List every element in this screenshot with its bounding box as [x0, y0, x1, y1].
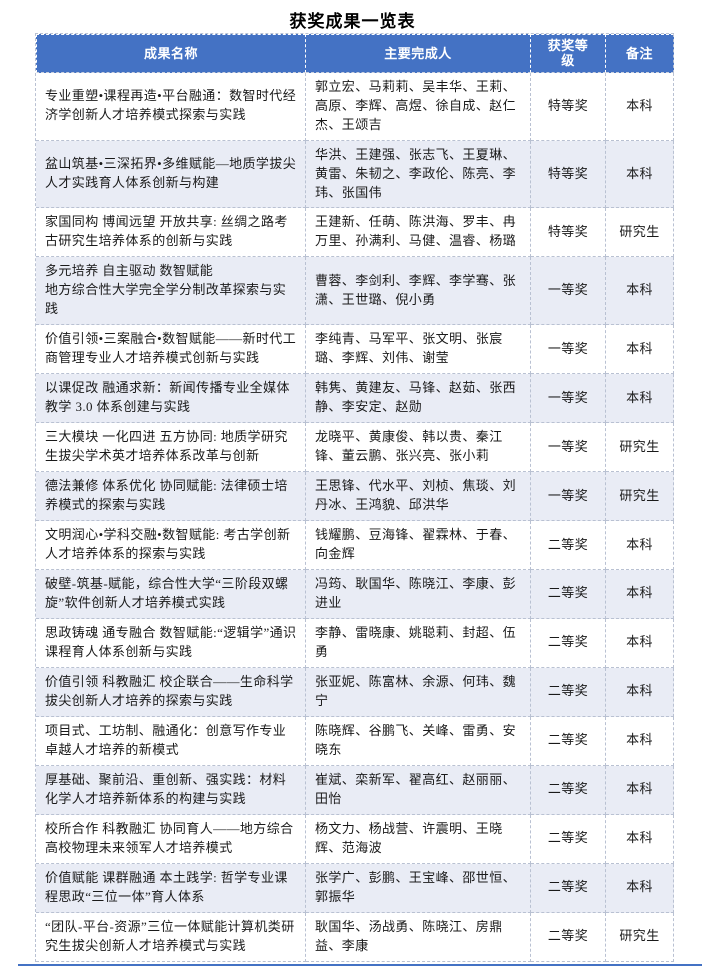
table-row: 校所合作 科教融汇 协同育人——地方综合高校物理未来领军人才培养模式 杨文力、杨战…	[36, 814, 674, 864]
cell-contributors: 韩隽、黄建友、马锋、赵茹、张西静、李安定、赵勋	[306, 374, 531, 424]
cell-note: 本科	[606, 140, 674, 209]
column-header-achievement-label: 成果名称	[143, 45, 198, 61]
cell-note: 本科	[606, 257, 674, 326]
cell-award: 二等奖	[531, 912, 606, 962]
cell-contributors: 陈晓辉、谷鹏飞、关峰、雷勇、安晓东	[306, 716, 531, 766]
column-header-contributors: 主要完成人	[306, 34, 531, 73]
cell-award: 特等奖	[531, 140, 606, 209]
cell-contributors: 李静、雷晓康、姚聪莉、封超、伍勇	[306, 618, 531, 668]
cell-note: 研究生	[606, 423, 674, 473]
column-header-contributors-label: 主要完成人	[384, 45, 452, 61]
cell-name: 以课促改 融通求新：新闻传播专业全媒体教学 3.0 体系创建与实践	[36, 374, 306, 424]
table-row: 以课促改 融通求新：新闻传播专业全媒体教学 3.0 体系创建与实践 韩隽、黄建友、…	[36, 374, 674, 424]
column-header-note-label: 备注	[625, 45, 653, 61]
cell-name: 专业重塑•课程再造•平台融通：数智时代经济学创新人才培养模式探索与实践	[36, 72, 306, 141]
table-row: 厚基础、聚前沿、重创新、强实践：材料化学人才培养新体系的构建与实践 崔斌、栾新军、…	[36, 765, 674, 815]
cell-contributors: 王思锋、代水平、刘桢、焦琰、刘丹冰、王鸿貌、邱洪华	[306, 472, 531, 522]
table-row: 家国同构 博闻远望 开放共享: 丝绸之路考古研究生培养体系的创新与实践 王建新、任…	[36, 208, 674, 258]
cell-note: 本科	[606, 618, 674, 668]
cell-award: 一等奖	[531, 472, 606, 522]
cell-note: 本科	[606, 325, 674, 375]
table-row: 价值引领•三案融合•数智赋能——新时代工商管理专业人才培养模式创新与实践 李纯青、…	[36, 325, 674, 375]
cell-note: 研究生	[606, 208, 674, 258]
cell-award: 二等奖	[531, 667, 606, 717]
cell-award: 一等奖	[531, 423, 606, 473]
cell-name: “团队-平台-资源”三位一体赋能计算机类研究生拔尖创新人才培养模式与实践	[36, 912, 306, 962]
cell-note: 本科	[606, 765, 674, 815]
table-row: 破壁-筑基-赋能，综合性大学“三阶段双螺旋”软件创新人才培养模式实践 冯筠、耿国华…	[36, 570, 674, 619]
cell-name: 价值引领 科教融汇 校企联合——生命科学拔尖创新人才培养的探索与实践	[36, 667, 306, 717]
table-row: 多元培养 自主驱动 数智赋能 地方综合性大学完全学分制改革探索与实践 曹蓉、李剑利…	[36, 257, 674, 326]
cell-contributors: 耿国华、汤战勇、陈晓江、房鼎益、李康	[306, 912, 531, 962]
cell-name: 厚基础、聚前沿、重创新、强实践：材料化学人才培养新体系的构建与实践	[36, 765, 306, 815]
cell-contributors: 龙晓平、黄康俊、韩以贵、秦江锋、董云鹏、张兴亮、张小莉	[306, 423, 531, 473]
cell-note: 本科	[606, 863, 674, 913]
cell-contributors: 李纯青、马军平、张文明、张宸璐、李辉、刘伟、谢莹	[306, 325, 531, 375]
cell-note: 本科	[606, 374, 674, 424]
cell-award: 二等奖	[531, 716, 606, 766]
table-row: 思政铸魂 通专融合 数智赋能:“逻辑学”通识课程育人体系创新与实践 李静、雷晓康、…	[36, 618, 674, 668]
cell-contributors: 郭立宏、马莉莉、吴丰华、王莉、高原、李辉、高煜、徐自成、赵仁杰、王颂吉	[306, 72, 531, 141]
cell-note: 本科	[606, 667, 674, 717]
cell-contributors: 曹蓉、李剑利、李辉、李学骞、张潇、王世璐、倪小勇	[306, 257, 531, 326]
cell-note: 本科	[606, 570, 674, 619]
cell-name: 项目式、工坊制、融通化：创意写作专业卓越人才培养的新模式	[36, 716, 306, 766]
cell-name: 价值引领•三案融合•数智赋能——新时代工商管理专业人才培养模式创新与实践	[36, 325, 306, 375]
cell-award: 特等奖	[531, 208, 606, 258]
cell-award: 特等奖	[531, 72, 606, 141]
table-row: 德法兼修 体系优化 协同赋能: 法律硕士培养模式的探索与实践 王思锋、代水平、刘桢…	[36, 472, 674, 522]
cell-name: 思政铸魂 通专融合 数智赋能:“逻辑学”通识课程育人体系创新与实践	[36, 618, 306, 668]
page-title: 获奖成果一览表	[289, 12, 416, 31]
cell-name: 三大模块 一化四进 五方协同: 地质学研究生拔尖学术英才培养体系改革与创新	[36, 423, 306, 473]
cell-award: 二等奖	[531, 570, 606, 619]
cell-award: 二等奖	[531, 814, 606, 864]
cell-name: 盆山筑基•三深拓界•多维赋能—地质学拔尖人才实践育人体系创新与构建	[36, 140, 306, 209]
cell-contributors: 冯筠、耿国华、陈晓江、李康、彭进业	[306, 570, 531, 619]
cell-contributors: 崔斌、栾新军、翟高红、赵丽丽、田怡	[306, 765, 531, 815]
table-body: 专业重塑•课程再造•平台融通：数智时代经济学创新人才培养模式探索与实践 郭立宏、马…	[36, 72, 674, 962]
column-header-achievement: 成果名称	[36, 34, 306, 73]
bottom-border-line	[18, 963, 702, 966]
cell-note: 本科	[606, 72, 674, 141]
cell-note: 本科	[606, 716, 674, 766]
cell-award: 二等奖	[531, 618, 606, 668]
awards-table: 成果名称 主要完成人 获奖等级 备注 专业重塑•课程再造•平台融通：数智时代经济…	[35, 33, 674, 962]
cell-award: 二等奖	[531, 521, 606, 570]
cell-name: 破壁-筑基-赋能，综合性大学“三阶段双螺旋”软件创新人才培养模式实践	[36, 570, 306, 619]
cell-note: 本科	[606, 814, 674, 864]
table-row: 文明润心•学科交融•数智赋能: 考古学创新人才培养体系的探索与实践 钱耀鹏、豆海锋…	[36, 521, 674, 570]
cell-note: 研究生	[606, 472, 674, 522]
cell-contributors: 王建新、任萌、陈洪海、罗丰、冉万里、孙满利、马健、温睿、杨璐	[306, 208, 531, 258]
cell-award: 一等奖	[531, 325, 606, 375]
cell-name: 校所合作 科教融汇 协同育人——地方综合高校物理未来领军人才培养模式	[36, 814, 306, 864]
cell-name: 家国同构 博闻远望 开放共享: 丝绸之路考古研究生培养体系的创新与实践	[36, 208, 306, 258]
column-header-award-level: 获奖等级	[531, 34, 606, 73]
table-row: 价值赋能 课群融通 本土践学: 哲学专业课程思政“三位一体”育人体系 张学广、彭鹏…	[36, 863, 674, 913]
cell-name: 文明润心•学科交融•数智赋能: 考古学创新人才培养体系的探索与实践	[36, 521, 306, 570]
cell-contributors: 张亚妮、陈富林、余源、何玮、魏宁	[306, 667, 531, 717]
table-row: 价值引领 科教融汇 校企联合——生命科学拔尖创新人才培养的探索与实践 张亚妮、陈富…	[36, 667, 674, 717]
cell-note: 研究生	[606, 912, 674, 962]
cell-name: 价值赋能 课群融通 本土践学: 哲学专业课程思政“三位一体”育人体系	[36, 863, 306, 913]
table-row: 项目式、工坊制、融通化：创意写作专业卓越人才培养的新模式 陈晓辉、谷鹏飞、关峰、雷…	[36, 716, 674, 766]
cell-award: 一等奖	[531, 257, 606, 326]
header-row: 成果名称 主要完成人 获奖等级 备注	[36, 34, 674, 73]
cell-contributors: 杨文力、杨战营、许震明、王晓辉、范海波	[306, 814, 531, 864]
column-header-award-level-label: 获奖等级	[547, 38, 589, 69]
table-row: 专业重塑•课程再造•平台融通：数智时代经济学创新人才培养模式探索与实践 郭立宏、马…	[36, 72, 674, 141]
cell-name: 德法兼修 体系优化 协同赋能: 法律硕士培养模式的探索与实践	[36, 472, 306, 522]
cell-contributors: 钱耀鹏、豆海锋、翟霖林、于春、向金辉	[306, 521, 531, 570]
table-row: “团队-平台-资源”三位一体赋能计算机类研究生拔尖创新人才培养模式与实践 耿国华、…	[36, 912, 674, 962]
column-header-note: 备注	[606, 34, 674, 73]
cell-award: 一等奖	[531, 374, 606, 424]
cell-contributors: 张学广、彭鹏、王宝峰、邵世恒、郭振华	[306, 863, 531, 913]
cell-name: 多元培养 自主驱动 数智赋能 地方综合性大学完全学分制改革探索与实践	[36, 257, 306, 326]
cell-contributors: 华洪、王建强、张志飞、王夏琳、黄雷、朱韧之、李政伦、陈亮、李玮、张国伟	[306, 140, 531, 209]
cell-note: 本科	[606, 521, 674, 570]
table-row: 三大模块 一化四进 五方协同: 地质学研究生拔尖学术英才培养体系改革与创新 龙晓平…	[36, 423, 674, 473]
table-row: 盆山筑基•三深拓界•多维赋能—地质学拔尖人才实践育人体系创新与构建 华洪、王建强、…	[36, 140, 674, 209]
cell-award: 二等奖	[531, 765, 606, 815]
cell-award: 二等奖	[531, 863, 606, 913]
